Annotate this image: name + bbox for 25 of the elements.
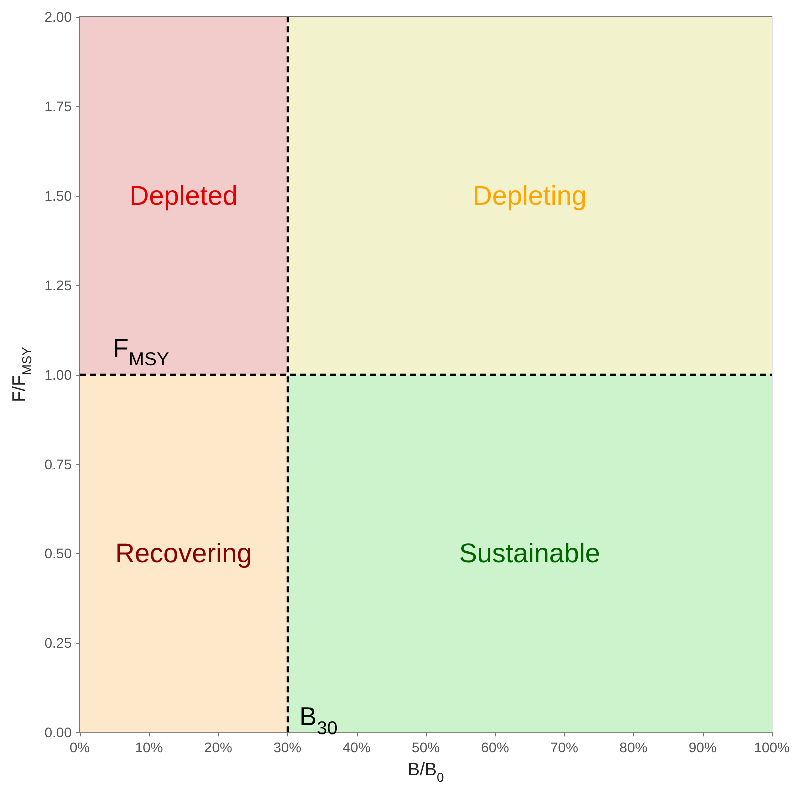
y-tick-label: 1.75 [44,98,72,114]
y-tick-label: 1.25 [44,277,72,294]
y-tick-label: 0.25 [44,635,72,652]
y-tick-label: 1.00 [44,366,72,383]
y-tick-label: 0.00 [44,724,72,741]
y-axis-title: F/FMSY [9,346,34,402]
x-tick-label: 50% [412,740,440,756]
y-tick-label: 0.50 [44,546,72,562]
x-tick-label: 60% [481,740,510,756]
x-tick-label: 30% [274,740,302,756]
series-label: Depleting [472,180,587,211]
x-tick-label: 100% [754,740,790,756]
y-tick-label: 0.75 [44,456,72,472]
x-tick-label: 90% [688,740,717,756]
x-tick-label: 0% [70,740,90,756]
series-label: Recovering [116,538,252,569]
series-label: Sustainable [459,538,600,569]
y-tick-label: 1.50 [44,188,72,204]
x-tick-label: 10% [135,740,164,756]
y-tick-label: 2.00 [44,9,72,25]
x-tick-label: 20% [204,740,232,756]
x-tick-label: 40% [342,740,371,756]
x-tick-label: 80% [620,740,648,756]
series-label: Depleted [130,180,238,211]
x-tick-label: 70% [550,740,578,756]
